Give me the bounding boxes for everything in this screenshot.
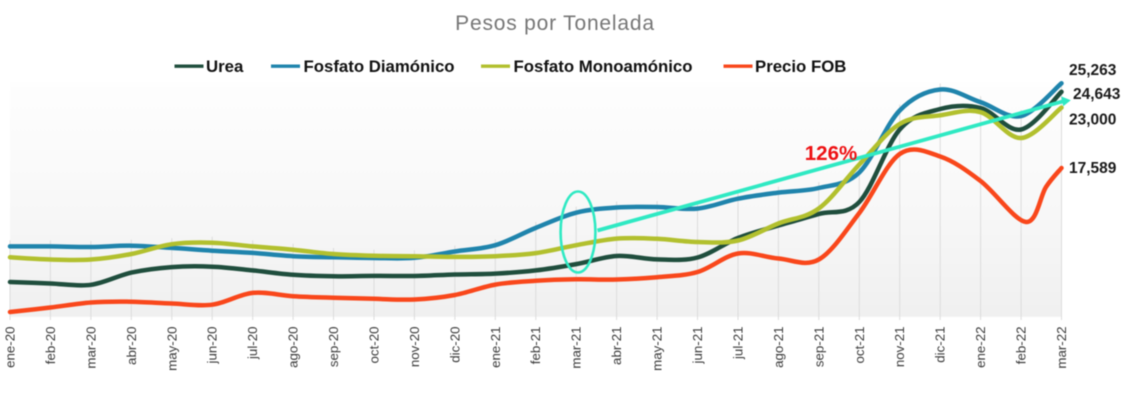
svg-text:nov-21: nov-21 bbox=[892, 327, 907, 368]
svg-text:Pesos por Tonelada: Pesos por Tonelada bbox=[455, 12, 655, 35]
svg-text:Fosfato Diamónico: Fosfato Diamónico bbox=[304, 57, 455, 76]
svg-text:may-20: may-20 bbox=[164, 327, 179, 371]
svg-text:ago-21: ago-21 bbox=[771, 327, 786, 368]
svg-text:25,263: 25,263 bbox=[1069, 62, 1117, 79]
svg-text:jun-20: jun-20 bbox=[205, 327, 220, 365]
svg-text:23,000: 23,000 bbox=[1069, 111, 1116, 128]
svg-text:nov-20: nov-20 bbox=[407, 327, 422, 368]
svg-text:feb-22: feb-22 bbox=[1014, 327, 1029, 365]
svg-text:jul-21: jul-21 bbox=[731, 327, 746, 361]
svg-text:oct-21: oct-21 bbox=[852, 327, 867, 364]
svg-text:Urea: Urea bbox=[206, 57, 244, 76]
svg-text:ene-20: ene-20 bbox=[3, 327, 18, 368]
svg-text:jul-20: jul-20 bbox=[245, 327, 260, 361]
svg-text:dic-20: dic-20 bbox=[447, 327, 462, 363]
svg-text:dic-21: dic-21 bbox=[933, 327, 948, 363]
svg-text:sep-21: sep-21 bbox=[811, 327, 826, 368]
svg-text:mar-22: mar-22 bbox=[1054, 327, 1069, 369]
svg-text:Fosfato Monoamónico: Fosfato Monoamónico bbox=[514, 57, 693, 76]
svg-text:jun-21: jun-21 bbox=[690, 327, 705, 365]
svg-text:abr-20: abr-20 bbox=[124, 327, 139, 365]
svg-text:126%: 126% bbox=[805, 142, 857, 165]
svg-text:mar-20: mar-20 bbox=[83, 327, 98, 369]
svg-text:24,643: 24,643 bbox=[1073, 86, 1121, 103]
svg-text:ene-21: ene-21 bbox=[488, 327, 503, 368]
svg-text:feb-20: feb-20 bbox=[43, 327, 58, 365]
svg-text:ago-20: ago-20 bbox=[286, 327, 301, 368]
svg-text:sep-20: sep-20 bbox=[326, 327, 341, 368]
svg-text:feb-21: feb-21 bbox=[528, 327, 543, 365]
svg-text:may-21: may-21 bbox=[650, 327, 665, 371]
svg-text:ene-22: ene-22 bbox=[973, 327, 988, 368]
svg-text:Precio FOB: Precio FOB bbox=[755, 57, 846, 76]
svg-text:oct-20: oct-20 bbox=[367, 327, 382, 364]
svg-text:mar-21: mar-21 bbox=[569, 327, 584, 369]
svg-text:abr-21: abr-21 bbox=[609, 327, 624, 365]
svg-text:17,589: 17,589 bbox=[1069, 160, 1117, 177]
